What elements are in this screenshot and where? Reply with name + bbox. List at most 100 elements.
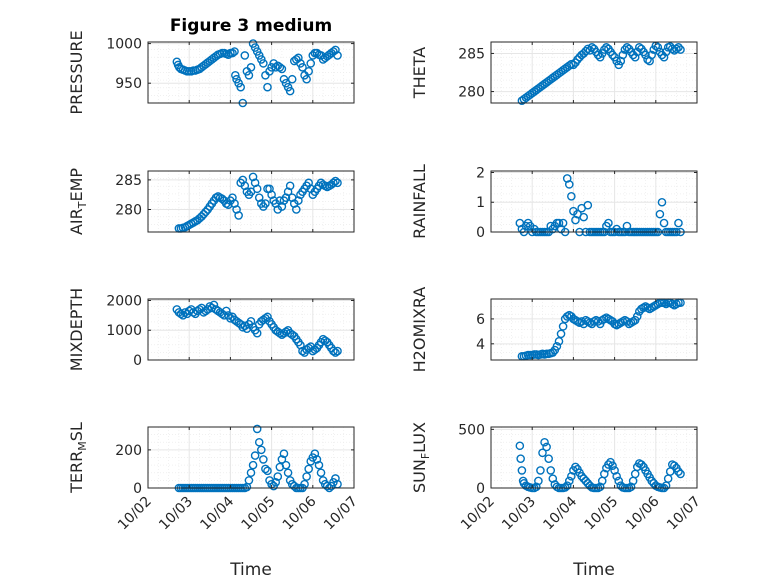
pressure-point <box>240 51 250 60</box>
pressure-point <box>304 67 313 76</box>
x-axis-label-right: Time <box>572 560 615 580</box>
sun-flux-y-label-sub: F <box>419 453 432 459</box>
terr-msl-point <box>273 472 283 481</box>
sun-flux-x-tick-label: 10/02 <box>458 494 498 534</box>
sun-flux-axes-box <box>490 426 698 489</box>
air-temp-point <box>201 207 210 217</box>
sun-flux-point <box>612 471 621 481</box>
sun-flux-point <box>538 448 547 458</box>
theta-point <box>618 50 628 60</box>
rainfall-point <box>558 218 568 228</box>
h2omixra-point <box>548 348 558 357</box>
pressure-point <box>331 45 340 55</box>
theta-point <box>667 44 677 54</box>
sun-flux-y-axis-label: SUNFLUX <box>410 422 432 493</box>
rainfall-y-axis-label: RAINFALL <box>410 164 429 239</box>
theta-y-tick-label: 280 <box>458 85 485 101</box>
pressure-point <box>306 59 316 68</box>
terr-msl-point <box>259 455 268 464</box>
theta-point <box>641 50 650 60</box>
terr-msl-point <box>314 460 324 470</box>
air-temp-y-label-sub: T <box>76 201 89 209</box>
sun-flux-point <box>600 469 609 479</box>
air-temp-y-label-main: AIR <box>67 208 86 235</box>
rainfall-point <box>659 218 669 228</box>
h2omixra-point <box>554 337 564 346</box>
terr-msl-point <box>279 449 289 458</box>
sun-flux-point <box>517 466 527 475</box>
terr-msl-point <box>246 468 256 478</box>
theta-point <box>659 52 669 62</box>
sun-flux-point <box>532 482 541 492</box>
mixdepth-y-tick-label: 0 <box>133 353 142 369</box>
pressure-point <box>287 74 297 84</box>
theta-y-tick-label: 285 <box>458 46 485 62</box>
air-temp-y-tick-label: 280 <box>115 202 142 218</box>
terr-msl-point <box>248 460 258 470</box>
sun-flux-point <box>674 467 683 476</box>
rainfall-point <box>657 197 667 207</box>
terr-msl-point <box>250 451 260 460</box>
terr-msl-x-tick-label: 10/04 <box>197 493 237 533</box>
theta-point <box>674 43 683 52</box>
rainfall-point <box>564 180 574 189</box>
mixdepth-point <box>333 346 342 356</box>
pressure-point <box>277 64 287 74</box>
air-temp-y-tick-label: 285 <box>115 173 142 189</box>
terr-msl-y-label-main: TERR <box>67 451 86 494</box>
theta-axes-box <box>490 41 698 104</box>
theta-point <box>583 44 593 54</box>
sun-flux-point <box>534 476 543 486</box>
h2omixra-y-axis-label: H2OMIXRA <box>410 287 429 373</box>
terr-msl-x-tick-label: 10/02 <box>115 494 155 534</box>
x-axis-label-left: Time <box>229 560 272 580</box>
theta-point <box>569 60 578 70</box>
axes-sun-flux: 10/02 10/03 10/04 10/05 10/06 10/07 0 500 SUNFLU… <box>410 422 704 533</box>
terr-msl-point <box>302 472 311 481</box>
air-temp-point <box>252 184 262 194</box>
terr-msl-point <box>244 476 254 485</box>
theta-y-axis-label: THETA <box>410 47 429 99</box>
mixdepth-axes-box <box>147 298 355 361</box>
figure-title: Figure 3 medium <box>170 16 332 36</box>
terr-msl-point <box>283 468 293 478</box>
pressure-point <box>228 48 237 58</box>
sun-flux-x-tick-label: 10/05 <box>582 494 622 534</box>
sun-flux-y-tick-label: 500 <box>458 422 485 438</box>
terr-msl-point <box>277 455 287 464</box>
rainfall-axes-box <box>490 170 698 233</box>
sun-flux-point <box>562 481 572 490</box>
terr-msl-point <box>256 445 266 455</box>
air-temp-point <box>333 178 342 188</box>
h2omixra-point <box>577 317 586 326</box>
sun-flux-point <box>614 476 624 486</box>
sun-flux-point <box>608 461 617 471</box>
terr-msl-x-tick-label: 10/07 <box>321 494 361 534</box>
rainfall-point <box>583 200 593 210</box>
pressure-point <box>333 51 342 60</box>
air-temp-point <box>331 176 340 186</box>
h2omixra-point <box>632 312 642 321</box>
pressure-y-axis-label: PRESSURE <box>67 30 86 114</box>
terr-msl-point <box>316 468 326 478</box>
theta-point <box>653 43 663 52</box>
sun-flux-point <box>676 469 685 479</box>
terr-msl-point <box>312 455 322 464</box>
theta-point <box>630 52 640 62</box>
sun-flux-point <box>560 483 570 492</box>
sun-flux-x-tick-label: 10/04 <box>540 493 580 533</box>
sun-flux-point <box>571 462 580 472</box>
sun-flux-point <box>637 460 646 469</box>
terr-msl-point <box>254 437 264 447</box>
terr-msl-point <box>271 477 281 487</box>
pressure-point <box>271 63 281 72</box>
air-temp-point <box>292 205 301 214</box>
rainfall-y-tick-label: 0 <box>476 225 485 241</box>
axes-theta: 280 285 THETA <box>410 41 698 106</box>
theta-point <box>581 46 591 56</box>
pressure-point <box>294 53 303 63</box>
sun-flux-point <box>544 454 553 463</box>
pressure-point <box>244 70 254 80</box>
sun-flux-point <box>595 482 605 492</box>
